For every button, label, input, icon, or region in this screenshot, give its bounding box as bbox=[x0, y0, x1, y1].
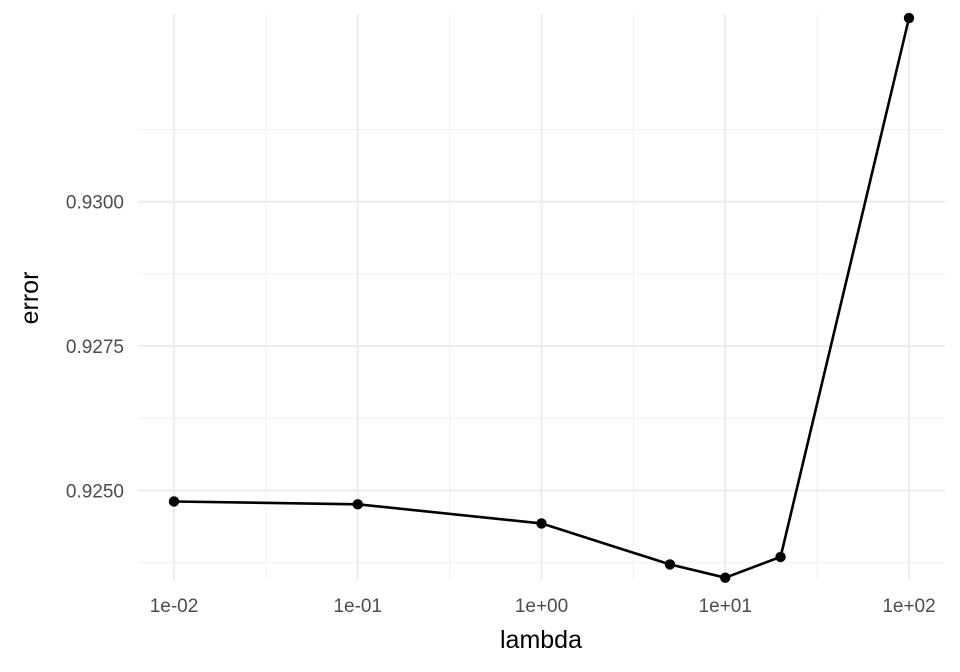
y-axis-tick-labels: 0.9250 0.9275 0.9300 bbox=[66, 193, 124, 503]
data-point bbox=[664, 559, 676, 570]
y-tick-label: 0.9250 bbox=[66, 481, 124, 502]
major-gridlines bbox=[138, 14, 945, 580]
y-axis-title: error bbox=[16, 272, 44, 325]
x-tick-label: 1e-01 bbox=[333, 596, 382, 617]
data-series bbox=[168, 12, 915, 583]
x-axis-tick-labels: 1e-02 1e-01 1e+00 1e+01 1e+02 bbox=[150, 596, 936, 617]
x-axis-title: lambda bbox=[500, 626, 582, 654]
y-tick-label: 0.9300 bbox=[66, 193, 124, 214]
data-point bbox=[168, 496, 180, 507]
x-tick-label: 1e+01 bbox=[699, 596, 752, 617]
x-tick-label: 1e+00 bbox=[515, 596, 568, 617]
x-tick-label: 1e-02 bbox=[150, 596, 199, 617]
data-point bbox=[536, 518, 547, 529]
x-tick-label: 1e+02 bbox=[882, 596, 935, 617]
data-point bbox=[775, 551, 786, 563]
data-point bbox=[720, 572, 731, 583]
data-point bbox=[903, 12, 915, 24]
data-point bbox=[352, 499, 363, 510]
y-tick-label: 0.9275 bbox=[66, 337, 124, 358]
